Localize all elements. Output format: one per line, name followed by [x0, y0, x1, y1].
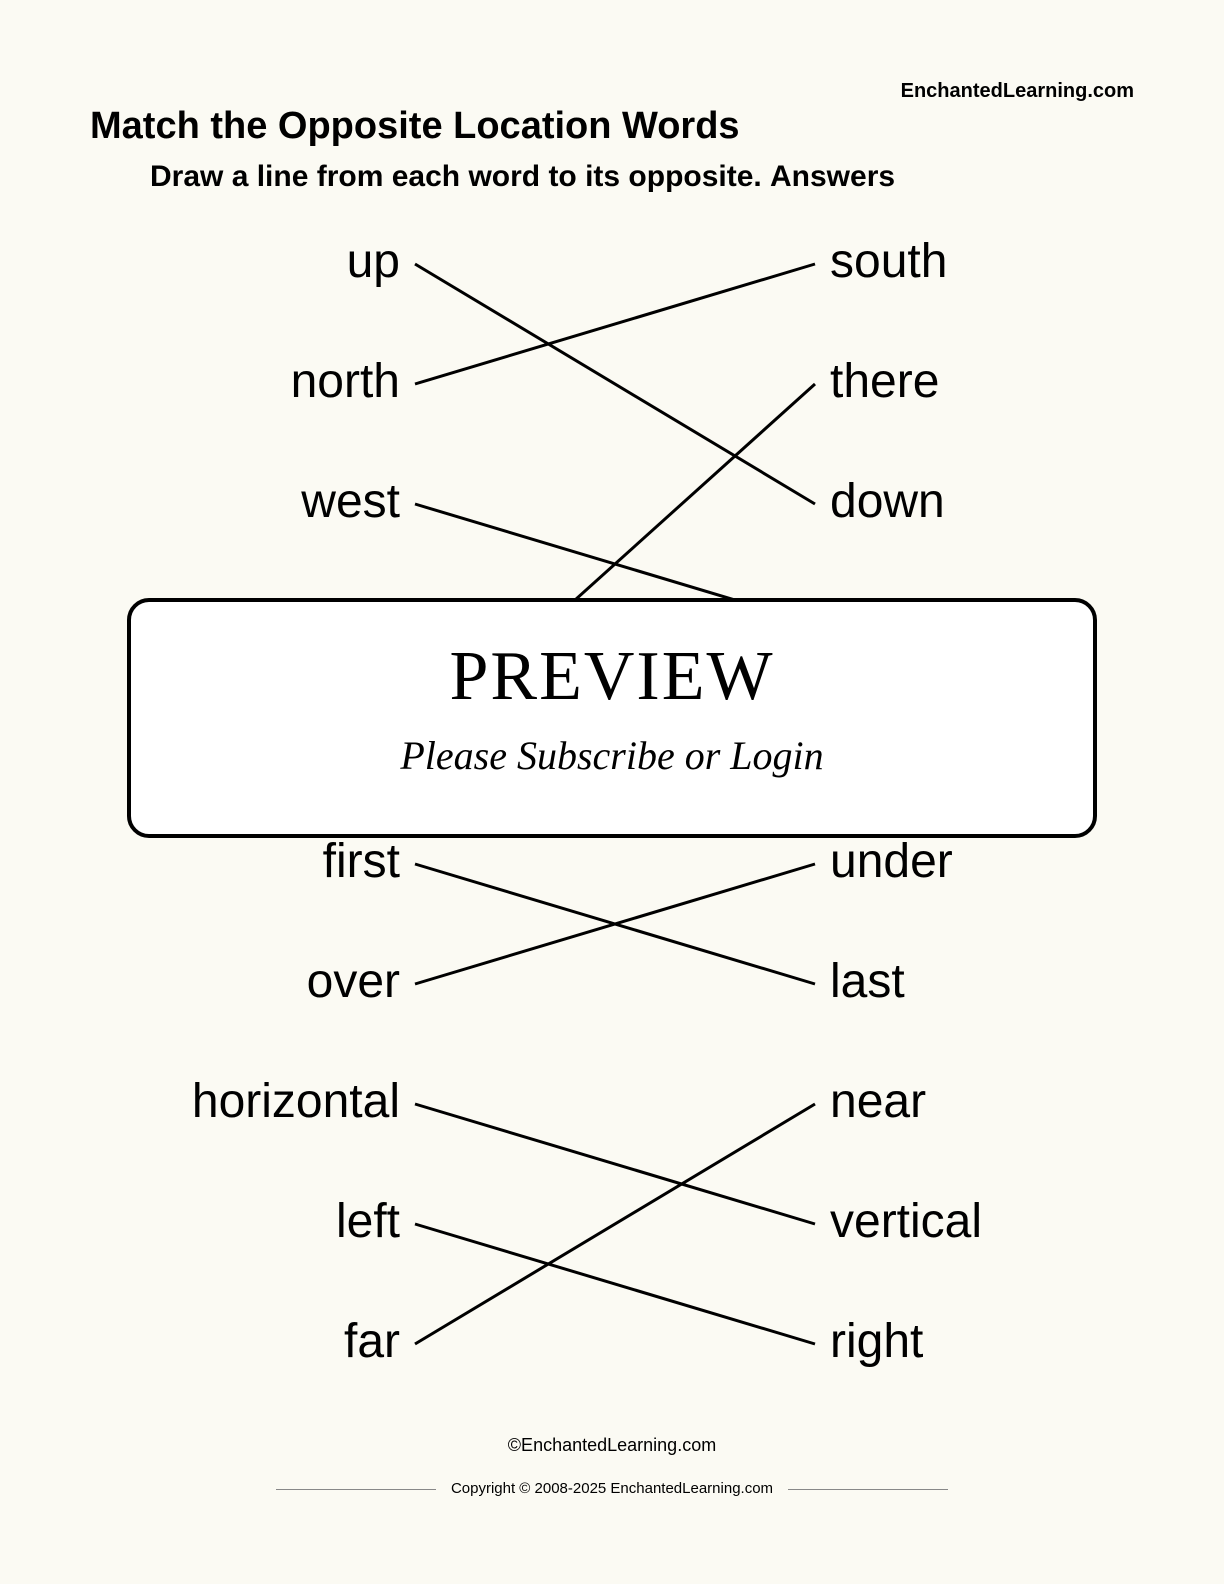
preview-subtitle: Please Subscribe or Login	[131, 732, 1093, 779]
preview-overlay: PREVIEW Please Subscribe or Login	[127, 598, 1097, 838]
footer-inline-copyright: ©EnchantedLearning.com	[0, 1435, 1224, 1456]
right-word: south	[830, 238, 947, 286]
preview-title: PREVIEW	[131, 637, 1093, 717]
instruction-text: Draw a line from each word to its opposi…	[150, 160, 762, 194]
left-word: north	[291, 358, 400, 406]
right-word: near	[830, 1078, 926, 1126]
page-title: Match the Opposite Location Words	[90, 105, 740, 148]
left-word: first	[323, 838, 400, 886]
worksheet-page: EnchantedLearning.com Match the Opposite…	[0, 0, 1224, 1584]
left-word: west	[301, 478, 400, 526]
right-word: last	[830, 958, 905, 1006]
right-word: there	[830, 358, 939, 406]
left-word: over	[307, 958, 400, 1006]
brand-label: EnchantedLearning.com	[901, 80, 1134, 103]
left-word: left	[336, 1198, 400, 1246]
right-word: vertical	[830, 1198, 982, 1246]
footer-copyright: Copyright © 2008-2025 EnchantedLearning.…	[0, 1480, 1224, 1497]
left-word: up	[347, 238, 400, 286]
left-word: horizontal	[192, 1078, 400, 1126]
right-word: right	[830, 1318, 923, 1366]
left-word: far	[344, 1318, 400, 1366]
right-word: under	[830, 838, 953, 886]
answers-label: Answers	[770, 160, 895, 194]
right-word: down	[830, 478, 945, 526]
